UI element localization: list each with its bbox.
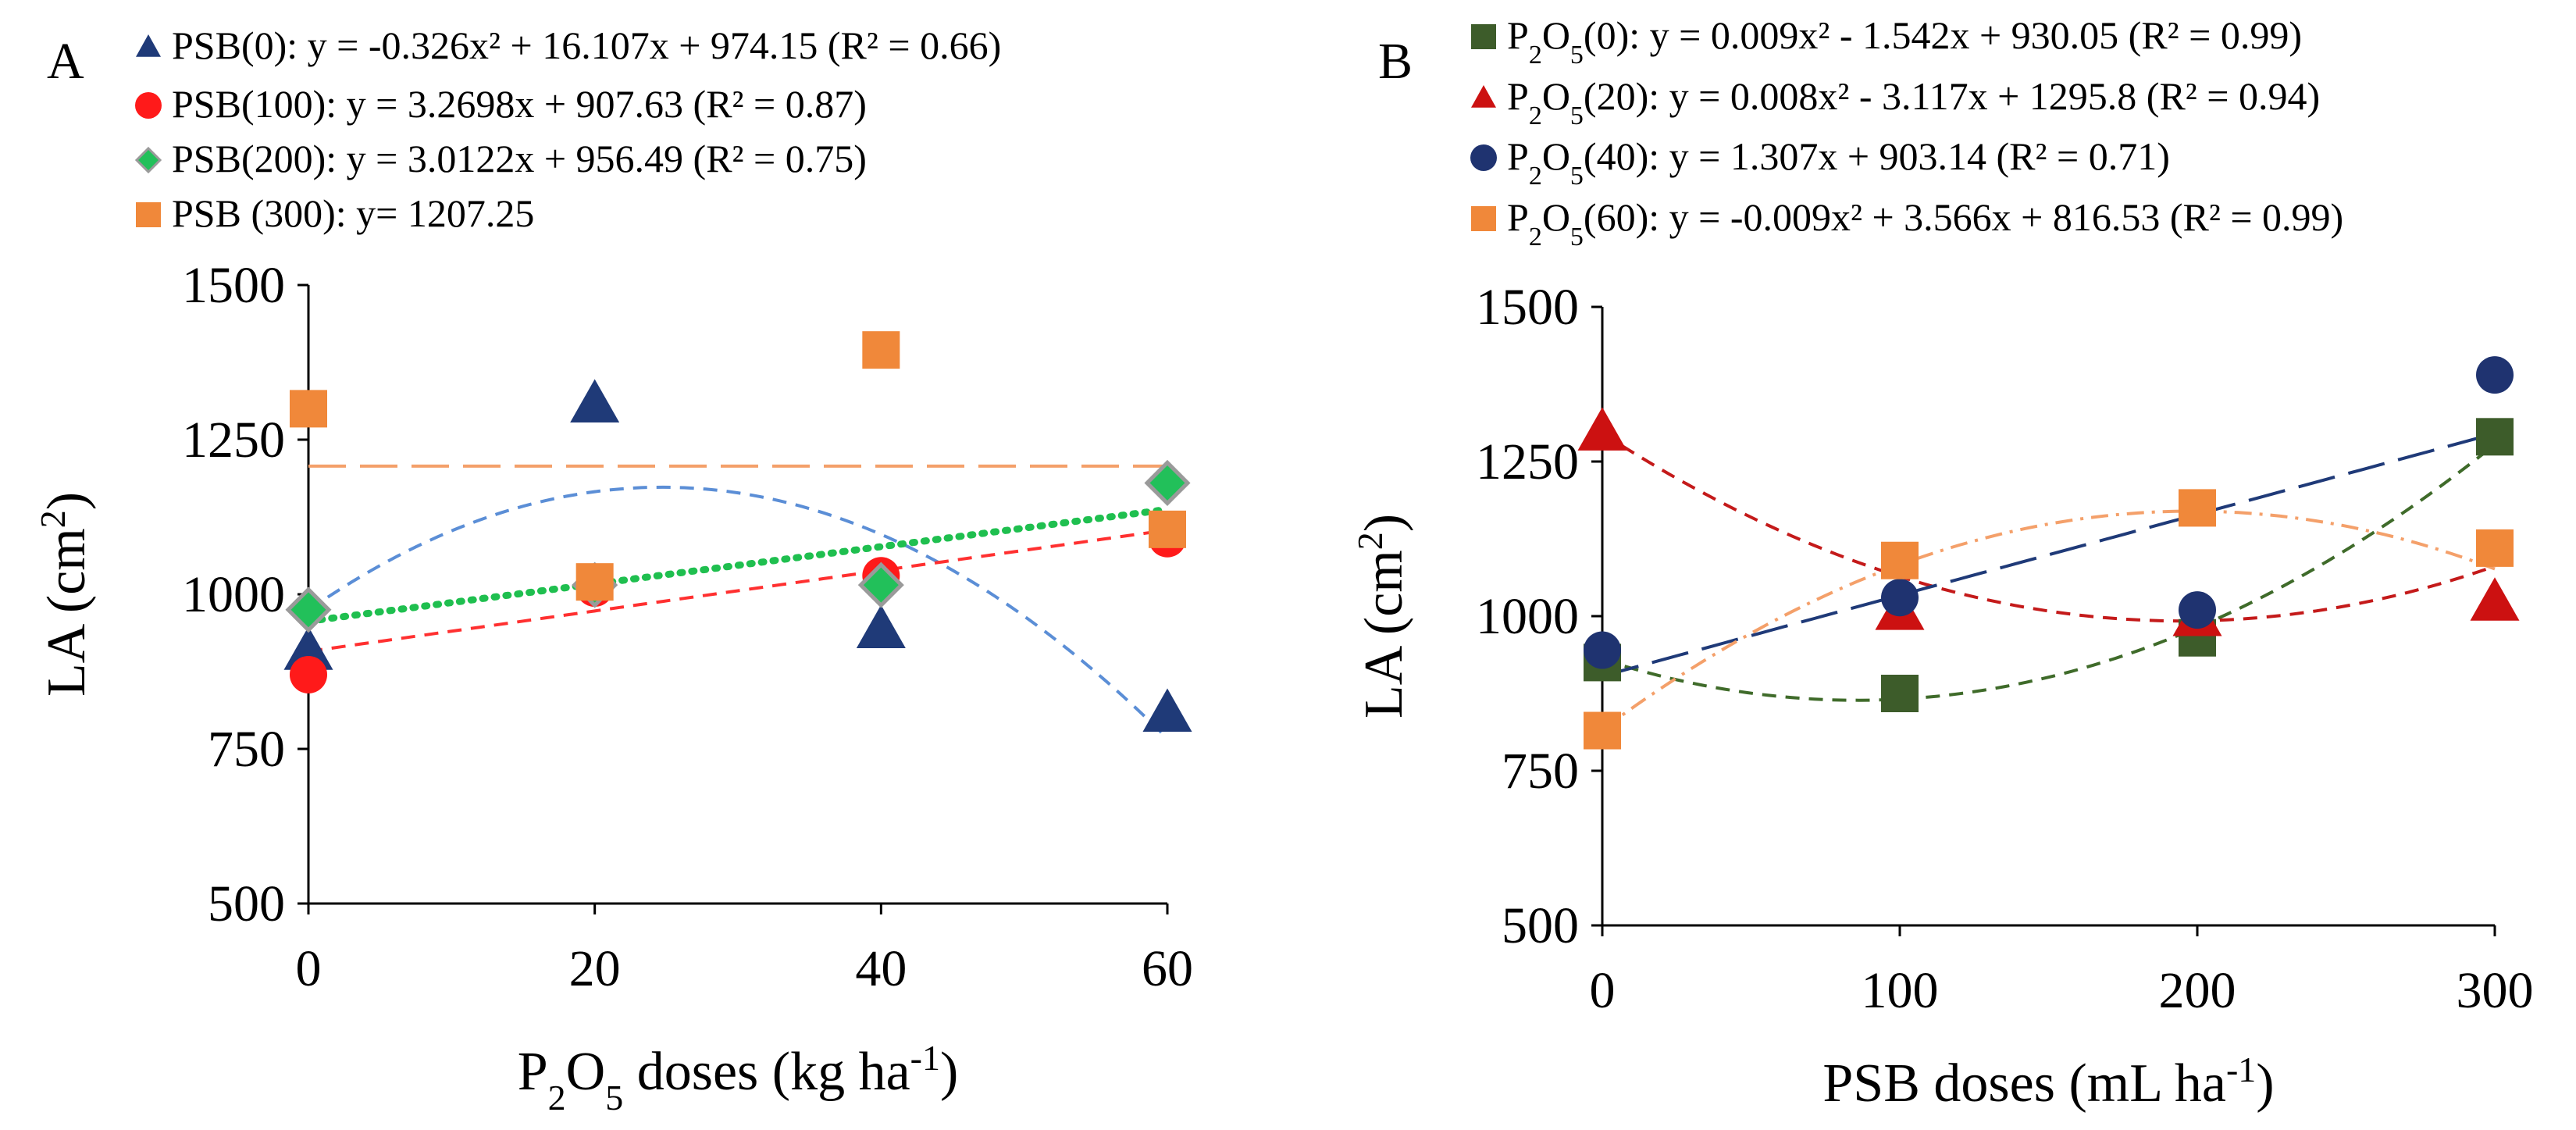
data-point-s3-p0 [1584, 711, 1621, 750]
data-point-s2-p2 [857, 561, 904, 608]
x-tick-label: 40 [855, 940, 907, 997]
data-point-s0-p0 [283, 626, 333, 670]
data-point-s2-p1 [1881, 579, 1919, 617]
legend-marker-2 [1470, 144, 1497, 171]
y-tick-label: 1500 [182, 257, 285, 314]
y-tick-label: 1000 [1476, 588, 1579, 645]
data-point-s3-p0 [290, 390, 327, 428]
trendline-0 [307, 485, 1169, 740]
data-point-s1-p0 [290, 655, 327, 693]
legend-marker-2 [134, 146, 162, 174]
panel-letter: A [47, 33, 84, 90]
data-point-s2-p0 [1584, 631, 1621, 669]
panel-b: B 500 750 1000 1250 1500 0 100 200 300 PSB doses (… [1350, 13, 2534, 1114]
data-point-s2-p2 [2179, 591, 2216, 629]
legend-marker-0 [1471, 24, 1496, 49]
legend-entry-2: PSB(200): y = 3.0122x + 956.49 (R² = 0.7… [172, 137, 867, 180]
data-point-s0-p3 [1142, 688, 1192, 732]
data-point-s1-p0 [1577, 407, 1627, 451]
legend-marker-0 [136, 34, 161, 57]
x-tick-label: 200 [2159, 962, 2236, 1019]
x-tick-label: 60 [1142, 940, 1193, 997]
y-tick-label: 500 [1502, 897, 1579, 954]
legend-entry-1: PSB(100): y = 3.2698x + 907.63 (R² = 0.8… [172, 82, 867, 126]
data-point-s3-p1 [1881, 541, 1919, 579]
x-tick-label: 100 [1862, 962, 1939, 1019]
x-tick-label: 0 [1590, 962, 1616, 1019]
y-tick-label: 1000 [182, 566, 285, 623]
data-point-s3-p2 [862, 331, 900, 369]
x-tick-label: 300 [2457, 962, 2534, 1019]
panel-letter: B [1378, 33, 1413, 90]
data-point-s3-p3 [2476, 529, 2514, 567]
data-point-s2-p0 [285, 586, 332, 633]
legend-entry-3: P2O5(60): y = -0.009x² + 3.566x + 816.53… [1507, 195, 2343, 251]
trendline-3 [1601, 509, 2496, 731]
trendline-0 [1602, 443, 2496, 702]
data-point-s3-p3 [1149, 510, 1186, 548]
trendline-2 [305, 505, 1171, 625]
data-point-s0-p3 [2476, 418, 2514, 456]
trendline-2 [1602, 432, 2496, 678]
legend-entry-1: P2O5(20): y = 0.008x² - 3.117x + 1295.8 … [1507, 74, 2320, 130]
x-tick-label: 20 [569, 940, 621, 997]
data-point-s0-p1 [1881, 675, 1919, 712]
y-axis-title: LA (cm2) [1350, 514, 1415, 718]
y-tick-label: 750 [208, 721, 285, 778]
x-axis-title: P2O5 doses (kg ha-1) [518, 1038, 959, 1118]
legend-marker-1 [1471, 85, 1496, 108]
data-point-s2-p3 [1144, 459, 1191, 506]
legend-entry-3: PSB (300): y= 1207.25 [172, 191, 534, 235]
y-tick-label: 1250 [1476, 433, 1579, 490]
data-point-s1-p3 [2470, 577, 2520, 621]
y-tick-label: 500 [208, 875, 285, 932]
data-point-s0-p1 [570, 379, 620, 422]
x-tick-label: 0 [296, 940, 322, 997]
trendline-1 [308, 528, 1168, 654]
trendline-1 [1601, 432, 2496, 623]
legend-entry-0: P2O5(0): y = 0.009x² - 1.542x + 930.05 (… [1507, 13, 2302, 70]
x-axis-title: PSB doses (mL ha-1) [1822, 1050, 2274, 1114]
y-tick-label: 1500 [1476, 279, 1579, 336]
data-point-s3-p2 [2179, 489, 2216, 527]
y-axis-title: LA (cm2) [33, 492, 98, 697]
legend-marker-3 [136, 202, 161, 227]
data-point-s2-p3 [2476, 356, 2514, 394]
legend-entry-0: PSB(0): y = -0.326x² + 16.107x + 974.15 … [172, 23, 1001, 67]
legend-marker-1 [135, 92, 162, 119]
legend-entry-2: P2O5(40): y = 1.307x + 903.14 (R² = 0.71… [1507, 134, 2170, 191]
y-tick-label: 750 [1502, 743, 1579, 800]
legend-marker-3 [1471, 206, 1496, 231]
data-point-s3-p1 [575, 563, 614, 601]
y-tick-label: 1250 [182, 412, 285, 469]
data-point-s0-p2 [856, 604, 906, 649]
panel-a: A 500 750 1000 1250 1500 0 20 40 60 P2O5 doses (kg… [33, 23, 1194, 1118]
